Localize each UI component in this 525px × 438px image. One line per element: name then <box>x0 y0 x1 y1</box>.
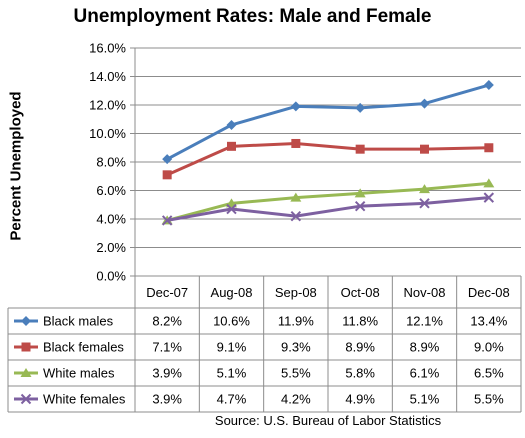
x-marker <box>161 215 173 226</box>
x-tick-label: Aug-08 <box>211 285 253 300</box>
data-label: 3.9% <box>152 392 182 407</box>
legend-black-females: Black females <box>14 340 124 355</box>
diamond-marker <box>290 101 301 112</box>
x-tick-label: Nov-08 <box>404 285 446 300</box>
x-marker <box>419 198 430 209</box>
y-tick-label: 10.0% <box>89 126 126 141</box>
diamond-marker <box>162 154 173 165</box>
x-tick-label: Sep-08 <box>275 285 317 300</box>
triangle-marker <box>419 184 430 194</box>
series-line-black-males <box>166 83 490 161</box>
data-label: 5.1% <box>410 392 440 407</box>
square-marker <box>355 144 365 154</box>
y-tick-label: 14.0% <box>89 69 126 84</box>
y-tick-label: 4.0% <box>96 212 126 227</box>
data-label: 5.1% <box>217 366 247 381</box>
square-marker <box>21 342 31 352</box>
data-label: 11.9% <box>278 314 314 329</box>
x-tick-label: Dec-07 <box>146 285 188 300</box>
data-label: 13.4% <box>470 314 507 329</box>
data-label: 9.3% <box>281 340 311 355</box>
series-white-females <box>161 192 495 226</box>
legend-white-females: White females <box>14 392 126 407</box>
data-label: 8.2% <box>152 314 182 329</box>
y-tick-label: 12.0% <box>89 98 126 113</box>
y-tick-labels: 0.0% 2.0% 4.0% 6.0% 8.0% 10.0% 12.0% 14.0% 16.0% <box>89 41 126 284</box>
x-marker <box>20 393 32 405</box>
data-label: 5.5% <box>281 366 311 381</box>
square-marker <box>420 144 429 154</box>
data-label: 4.2% <box>281 392 311 407</box>
legend-label: Black females <box>43 340 124 355</box>
legend-label: White males <box>43 366 115 381</box>
data-label: 4.7% <box>217 392 247 407</box>
square-marker <box>291 138 301 148</box>
legend-white-males: White males <box>14 366 115 381</box>
y-tick-label: 0.0% <box>96 269 126 284</box>
diamond-marker <box>226 119 237 130</box>
square-marker <box>484 143 494 153</box>
triangle-marker <box>483 178 495 188</box>
series-line-white-females <box>166 196 489 222</box>
y-tick-label: 6.0% <box>96 183 126 198</box>
data-label: 11.8% <box>342 314 378 329</box>
x-marker <box>226 203 237 215</box>
series-black-females <box>162 138 494 180</box>
y-tick-label: 8.0% <box>96 155 126 170</box>
y-tick-label: 16.0% <box>89 41 126 56</box>
triangle-marker <box>354 188 366 198</box>
data-label: 12.1% <box>406 314 443 329</box>
diamond-marker <box>355 102 366 113</box>
data-label: 5.8% <box>345 366 375 381</box>
x-marker <box>290 210 302 222</box>
plot-area <box>161 80 495 226</box>
series-line-white-males <box>166 181 489 222</box>
data-label: 10.6% <box>213 314 250 329</box>
data-label: 9.1% <box>217 340 247 355</box>
triangle-marker <box>20 368 32 377</box>
data-table: Dec-07 Aug-08 Sep-08 Oct-08 Nov-08 Dec-08 Blac… <box>7 275 522 413</box>
legend-black-males: Black males <box>14 314 114 329</box>
data-label: 3.9% <box>152 366 182 381</box>
square-marker <box>227 141 236 151</box>
legend-label: Black males <box>43 314 114 329</box>
x-marker <box>483 192 495 203</box>
x-tick-label: Dec-08 <box>468 285 510 300</box>
data-label: 6.5% <box>474 366 504 381</box>
series-line-black-females <box>166 141 489 177</box>
data-label: 4.9% <box>345 392 375 407</box>
series-black-males <box>162 80 494 165</box>
diamond-marker <box>419 98 430 109</box>
source-note: Source: U.S. Bureau of Labor Statistics <box>214 413 442 428</box>
diamond-marker <box>483 80 494 91</box>
data-label: 5.5% <box>474 392 504 407</box>
gridlines <box>130 47 521 277</box>
diamond-marker <box>21 316 31 326</box>
data-label: 6.1% <box>410 366 440 381</box>
data-label: 9.0% <box>474 340 504 355</box>
x-marker <box>354 200 366 212</box>
triangle-marker <box>290 192 302 202</box>
chart-title: Unemployment Rates: Male and Female <box>73 6 432 27</box>
data-label: 8.9% <box>410 340 440 355</box>
legend-label: White females <box>43 392 126 407</box>
y-tick-label: 2.0% <box>96 240 126 255</box>
square-marker <box>162 170 172 180</box>
data-label: 7.1% <box>152 340 182 355</box>
x-tick-label: Oct-08 <box>341 285 380 300</box>
data-label: 8.9% <box>345 340 375 355</box>
